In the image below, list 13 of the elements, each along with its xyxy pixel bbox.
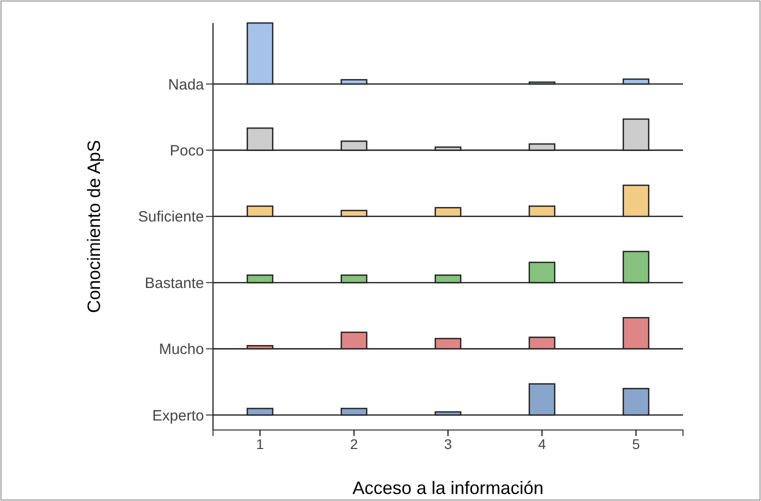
x-tick-label: 2 [350,436,358,452]
text: Conocimiento de ApS [84,140,104,314]
text: Bastante [144,274,204,292]
x-tick-label: 4 [538,436,546,452]
text: Suficiente [138,208,204,226]
x-tick-label: 5 [632,436,640,452]
x-axis-title: Acceso a la información [352,478,544,498]
text: Experto [152,407,204,424]
x-tick-label: 1 [256,436,264,452]
text: Poco [170,142,204,160]
x-tick-label: 3 [444,436,452,452]
text: Nada [168,76,205,94]
text: Mucho [158,341,204,358]
